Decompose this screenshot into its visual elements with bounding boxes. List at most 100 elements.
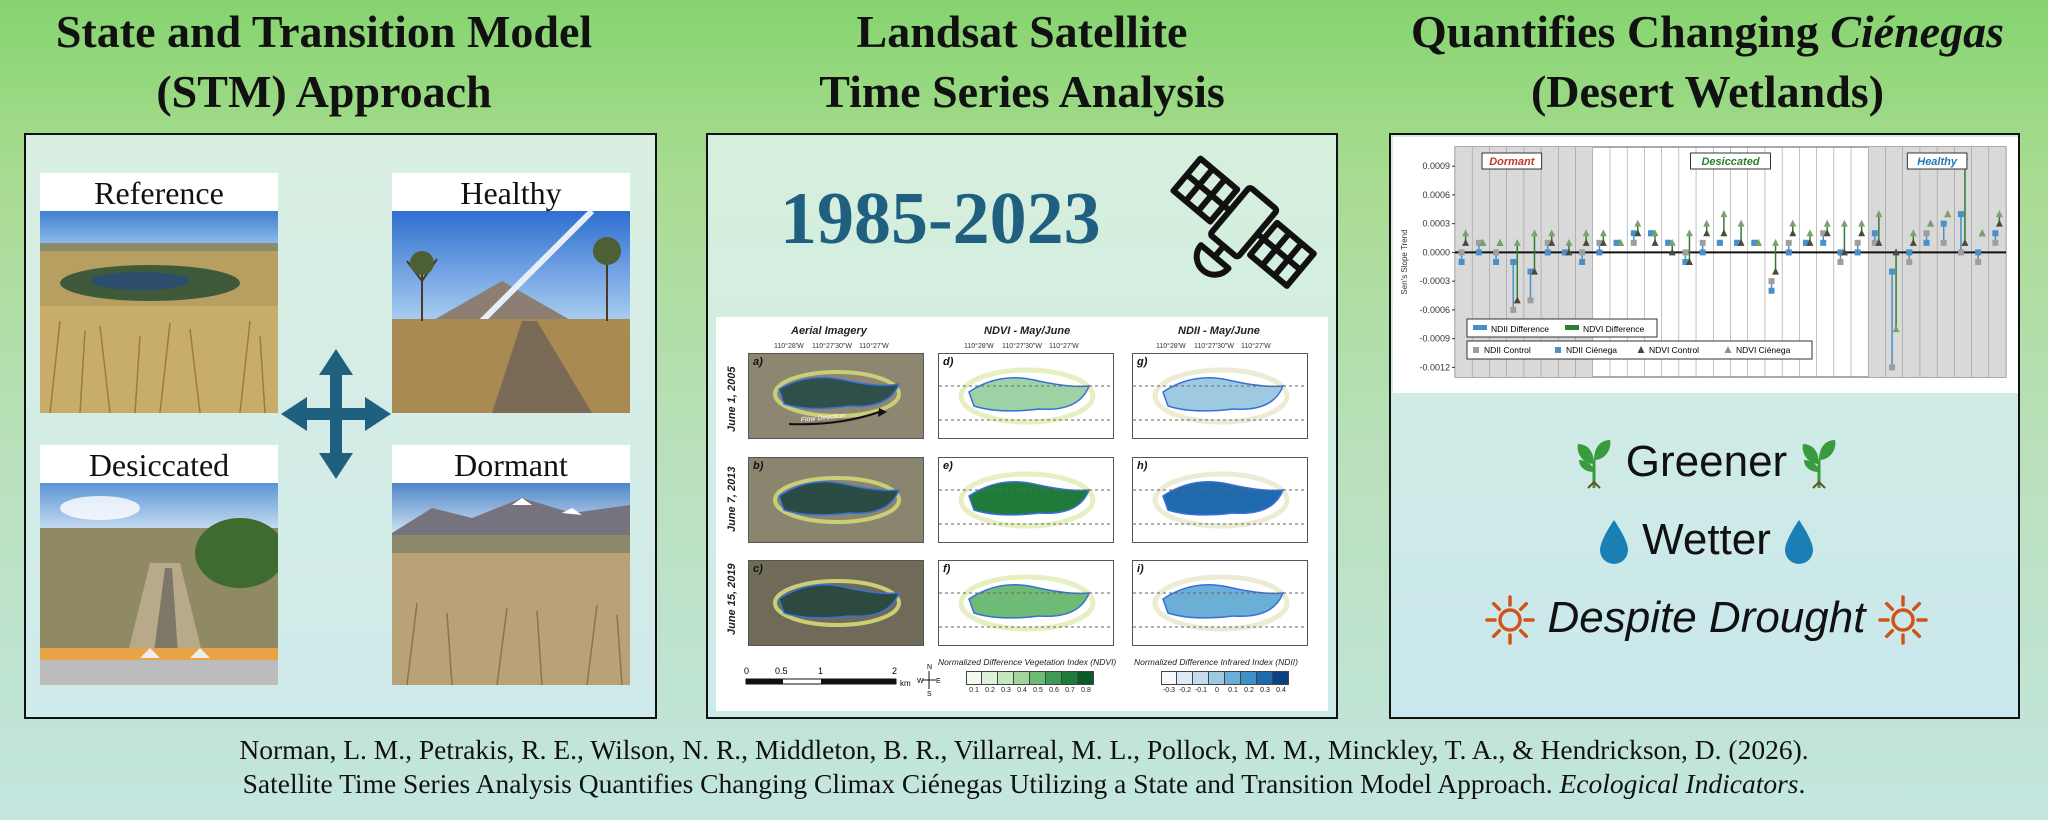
- ndii-cienega-point: [1648, 230, 1655, 237]
- ndii-control-point: [1992, 239, 1999, 246]
- ndii-control-point: [1699, 239, 1706, 246]
- ndii-legend-swatch: [1225, 671, 1241, 685]
- compass-s: S: [927, 691, 932, 697]
- ndvi-legend-tick: 0.5: [1033, 687, 1043, 694]
- y-tick-label: 0.0003: [1422, 219, 1450, 229]
- ndii-legend-tick: 0.3: [1260, 687, 1270, 694]
- scale-tick-0: 0: [744, 666, 749, 676]
- ndvi-cienega-point: [1875, 210, 1883, 218]
- ndii-control-point: [1957, 249, 1964, 256]
- ndii-cienega-point: [1716, 239, 1723, 246]
- legend-marker: [1637, 346, 1645, 353]
- stm-title-line2: (STM) Approach: [156, 66, 492, 117]
- ndvi-control-point: [1772, 267, 1780, 275]
- ndvi-legend-tick: 0.8: [1081, 687, 1091, 694]
- y-tick-label: -0.0009: [1419, 334, 1450, 344]
- ndii-control-point: [1975, 259, 1982, 265]
- ndvi-legend-tick: 0.2: [985, 687, 995, 694]
- ndii-control-point: [1820, 230, 1827, 237]
- ndvi-cienega-point: [1651, 229, 1659, 237]
- ndvi-legend-cell: 0.8: [1078, 671, 1094, 694]
- map-letter-d: d): [943, 356, 954, 368]
- ndvi-legend-swatch: [1046, 671, 1062, 685]
- ndii-control-point: [1510, 306, 1517, 313]
- group-label: Desiccated: [1701, 156, 1759, 168]
- legend-label: NDVI Control: [1649, 345, 1699, 355]
- drought-text: Despite Drought: [1547, 593, 1866, 642]
- ndvi-cienega-point: [1927, 219, 1935, 227]
- ndvi-legend-swatch: [982, 671, 998, 685]
- desiccated-card: Desiccated: [40, 445, 285, 690]
- group-label: Healthy: [1917, 156, 1958, 168]
- ndii-cienega-point: [1699, 249, 1706, 256]
- legend-marker: [1473, 347, 1479, 353]
- ndii-control-point: [1785, 239, 1792, 246]
- scale-tick-2: 2: [892, 666, 897, 676]
- scale-tick-05: 0.5: [775, 666, 788, 676]
- ndvi-control-point: [1685, 258, 1693, 265]
- map-h: h): [1132, 457, 1308, 543]
- map-d: d): [938, 353, 1114, 439]
- ndii-control-point: [1923, 230, 1930, 237]
- y-tick-label: 0.0000: [1422, 247, 1450, 257]
- ndii-control-point: [1527, 297, 1534, 304]
- ndvi-cienega-point: [1720, 210, 1728, 218]
- ndvi-legend-tick: 0.4: [1017, 687, 1027, 694]
- greener-text: Greener: [1625, 437, 1788, 486]
- tick-top-d1: 110°28'W: [964, 343, 994, 350]
- ndvi-legend-cell: 0.5: [1030, 671, 1046, 694]
- tick-top-g1: 110°28'W: [1156, 343, 1186, 350]
- tick-top-g3: 110°27'W: [1241, 343, 1271, 350]
- ndii-cienega-point: [1613, 239, 1620, 246]
- ndii-cienega-point: [1871, 230, 1878, 237]
- ndvi-control-point: [1634, 229, 1642, 237]
- ndii-legend-tick: -0.3: [1162, 687, 1176, 694]
- row-label-2019: June 15, 2019: [726, 563, 738, 635]
- group-label-box: [1906, 152, 1968, 170]
- ndvi-cienega-point: [1840, 219, 1848, 227]
- cienegas-title-line1: Quantifies Changing Ciénegas: [1380, 2, 2035, 62]
- ndii-control-point: [1940, 239, 1947, 246]
- stm-title-line1: State and Transition Model: [55, 6, 593, 57]
- ndii-control-point: [1906, 259, 1913, 265]
- reference-label: Reference: [40, 173, 278, 211]
- desiccated-label: Desiccated: [40, 445, 278, 483]
- legend-swatch: [1473, 325, 1487, 330]
- ndvi-legend-tick: 0.3: [1001, 687, 1011, 694]
- ndvi-cienega-point: [1530, 229, 1538, 237]
- ndii-control-point: [1475, 239, 1482, 246]
- ndii-control-point: [1854, 239, 1861, 246]
- ndii-control-point: [1596, 239, 1603, 246]
- ndii-cienega-point: [1630, 230, 1637, 237]
- ndvi-legend-cell: 0.3: [998, 671, 1014, 694]
- tick-top-a3: 110°27'W: [859, 343, 889, 350]
- ndvi-legend-cell: 0.1: [966, 671, 982, 694]
- cienegas-title-italic: Ciénegas: [1830, 6, 2004, 57]
- ndii-legend-cell: -0.2: [1177, 671, 1193, 694]
- ndvi-control-point: [1565, 248, 1573, 256]
- ndvi-control-point: [1995, 219, 2003, 227]
- col-title-ndii: NDII - May/June: [1178, 325, 1260, 337]
- y-tick-label: -0.0003: [1419, 276, 1450, 286]
- ndvi-cienega-point: [1737, 219, 1745, 227]
- ndvi-control-point: [1582, 238, 1590, 246]
- ndii-cienega-point: [1975, 249, 1982, 256]
- map-letter-h: h): [1137, 460, 1148, 472]
- ndii-legend-cell: 0.3: [1257, 671, 1273, 694]
- dormant-photo: [392, 483, 630, 686]
- y-tick-label: 0.0009: [1422, 161, 1450, 171]
- ndii-control-point: [1579, 249, 1586, 256]
- ndii-legend-title: Normalized Difference Infrared Index (ND…: [1134, 657, 1298, 667]
- scale-tick-1: 1: [818, 666, 823, 676]
- ndii-control-point: [1889, 364, 1896, 371]
- ndvi-control-point: [1651, 238, 1659, 246]
- map-letter-f: f): [943, 563, 951, 575]
- healthy-card: Healthy: [392, 173, 630, 418]
- ndvi-cienega-point: [1599, 229, 1607, 237]
- ndvi-control-point: [1789, 229, 1797, 237]
- years-label: 1985-2023: [780, 178, 1101, 260]
- stm-panel: Reference Healthy: [24, 133, 657, 719]
- ndvi-legend-swatch: [1014, 671, 1030, 685]
- ndvi-legend-tick: 0.1: [969, 687, 979, 694]
- ndvi-control-point: [1909, 238, 1917, 246]
